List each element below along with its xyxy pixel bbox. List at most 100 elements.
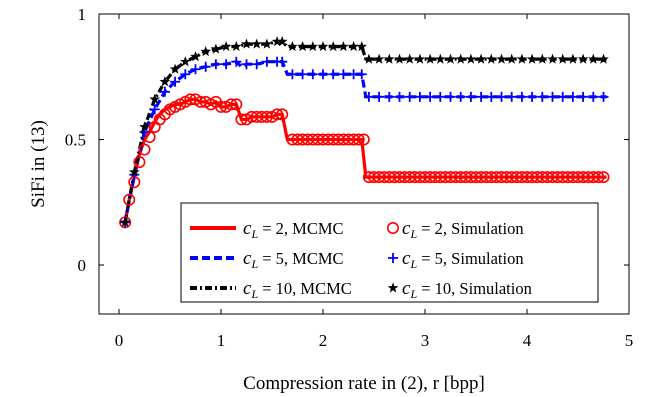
marker-plus-2 (180, 69, 191, 80)
marker-star-3 (119, 216, 131, 227)
marker-plus-2 (231, 56, 242, 67)
marker-star-3 (276, 36, 288, 47)
marker-star-3 (536, 53, 548, 64)
marker-plus-2 (527, 91, 538, 102)
marker-star-3 (587, 53, 599, 64)
marker-star-3 (139, 121, 150, 132)
marker-plus-2 (578, 91, 589, 102)
marker-circle-1 (352, 133, 365, 146)
marker-plus-2 (384, 91, 395, 102)
marker-circle-1 (592, 171, 605, 184)
marker-star-3 (567, 53, 579, 64)
marker-circle-1 (271, 108, 284, 121)
marker-plus-2 (506, 91, 517, 102)
marker-circle-1 (133, 156, 146, 169)
legend-label-simulation-1: cL = 2, Simulation (402, 218, 524, 241)
marker-plus-2 (588, 91, 599, 102)
marker-plus-2 (435, 91, 446, 102)
marker-plus-2 (404, 91, 415, 102)
marker-star-3 (424, 53, 436, 64)
y-tick-label: 1 (78, 5, 87, 24)
x-tick-label: 2 (319, 331, 328, 350)
marker-star-3 (271, 36, 283, 47)
marker-plus-2 (328, 69, 339, 80)
marker-plus-2 (356, 69, 367, 80)
marker-star-3 (251, 38, 263, 49)
marker-circle-1 (225, 98, 238, 111)
marker-circle-1 (357, 133, 370, 146)
marker-star-3 (475, 53, 487, 64)
marker-star-3 (526, 53, 538, 64)
marker-star-3 (577, 53, 589, 64)
marker-star-3 (179, 56, 191, 67)
marker-plus-2 (567, 91, 578, 102)
marker-star-3 (394, 53, 405, 64)
legend-label-mcmc-1: cL = 2, MCMC (243, 218, 344, 241)
marker-star-3 (516, 53, 528, 64)
marker-star-3 (404, 53, 416, 64)
marker-plus-2 (445, 91, 456, 102)
marker-plus-2 (363, 91, 374, 102)
marker-star-3 (373, 53, 385, 64)
marker-circle-1 (123, 193, 136, 206)
marker-plus-2 (159, 86, 170, 97)
marker-plus-2 (486, 91, 497, 102)
legend-marker-1 (386, 222, 399, 235)
marker-star-3 (317, 41, 329, 52)
x-tick-label: 3 (421, 331, 430, 350)
marker-plus-2 (496, 91, 507, 102)
marker-star-3 (297, 41, 308, 52)
marker-star-3 (414, 53, 426, 64)
marker-star-3 (356, 41, 368, 52)
marker-plus-2 (221, 59, 232, 70)
marker-plus-2 (374, 91, 385, 102)
marker-plus-2 (537, 91, 548, 102)
marker-star-3 (230, 41, 242, 52)
legend-label-mcmc-2: cL = 5, MCMC (243, 248, 344, 271)
marker-star-3 (455, 53, 467, 64)
x-tick-label: 4 (523, 331, 532, 350)
series-line-3 (123, 40, 607, 223)
marker-plus-2 (287, 69, 298, 80)
axis-ticks (99, 13, 630, 314)
marker-plus-2 (261, 56, 272, 67)
marker-star-3 (465, 53, 477, 64)
marker-star-3 (338, 41, 349, 52)
marker-star-3 (434, 53, 446, 64)
marker-plus-2 (394, 91, 405, 102)
marker-star-3 (307, 41, 319, 52)
marker-star-3 (598, 53, 609, 64)
legend-label-simulation-3: cL = 10, Simulation (402, 278, 532, 301)
legend: cL = 2, MCMC cL = 5, MCMC cL = 10, MCMC cL … (180, 202, 599, 303)
marker-plus-2 (465, 91, 476, 102)
marker-plus-2 (338, 69, 349, 80)
marker-plus-2 (476, 91, 487, 102)
marker-star-3 (547, 53, 558, 64)
marker-star-3 (220, 41, 232, 52)
marker-plus-2 (455, 91, 466, 102)
legend-marker-3 (387, 282, 399, 293)
marker-plus-2 (170, 76, 181, 87)
marker-star-3 (241, 38, 252, 49)
marker-star-3 (506, 53, 518, 64)
marker-plus-2 (547, 91, 558, 102)
marker-plus-2 (557, 91, 568, 102)
marker-plus-2 (414, 91, 425, 102)
x-axis-label: Compression rate in (2), r [bpp] (243, 373, 485, 394)
y-tick-label: 0 (78, 256, 87, 275)
legend-label-mcmc-3: cL = 10, MCMC (243, 278, 352, 301)
marker-star-3 (128, 166, 140, 177)
marker-plus-2 (516, 91, 527, 102)
marker-star-3 (159, 76, 171, 87)
marker-star-3 (485, 53, 497, 64)
marker-star-3 (383, 53, 395, 64)
marker-plus-2 (425, 91, 436, 102)
marker-plus-2 (200, 61, 211, 72)
marker-star-3 (169, 63, 181, 74)
marker-plus-2 (190, 64, 201, 75)
marker-star-3 (149, 93, 161, 104)
marker-plus-2 (241, 59, 252, 70)
marker-circle-1 (276, 108, 289, 121)
marker-plus-2 (598, 91, 609, 102)
